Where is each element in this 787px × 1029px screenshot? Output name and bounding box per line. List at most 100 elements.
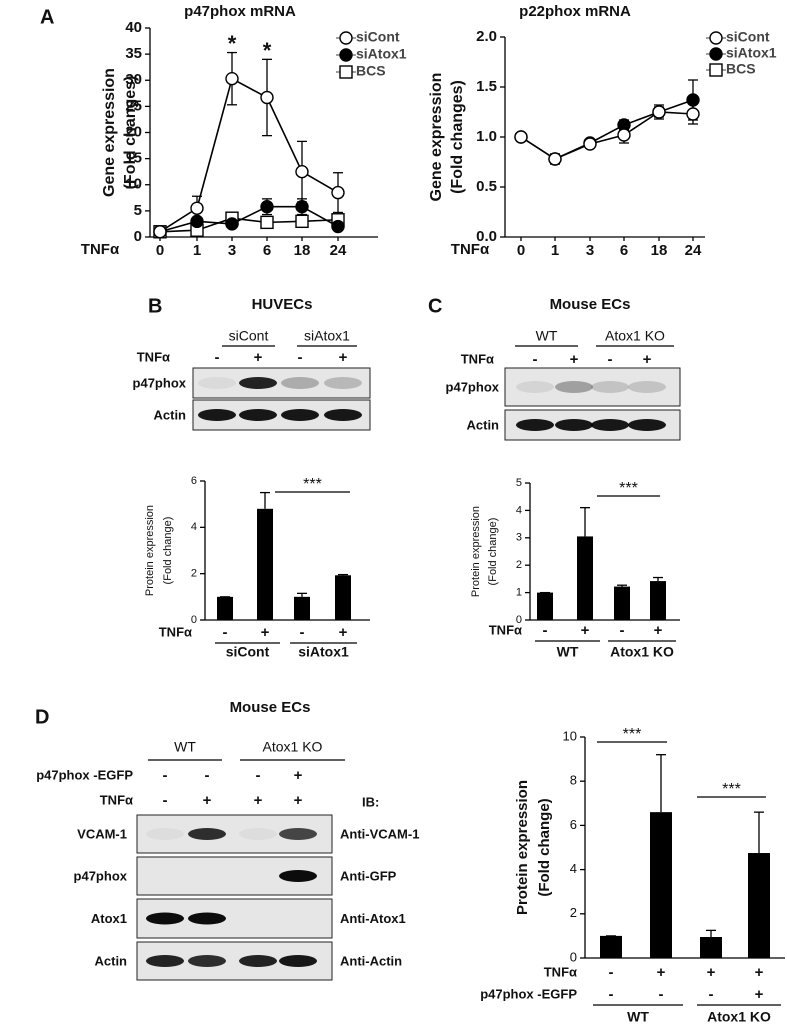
blot-band	[591, 381, 629, 393]
y-tick-label: 2	[191, 568, 197, 580]
blot-band	[591, 419, 629, 431]
x-tick-label: 24	[685, 242, 702, 259]
data-point	[190, 201, 204, 215]
legend-marker	[339, 48, 353, 62]
y-tick-label: 1.5	[476, 78, 497, 95]
significance: *	[263, 38, 272, 63]
y-axis-label: Gene expression	[101, 68, 118, 197]
data-point	[583, 137, 597, 151]
blot-band	[239, 377, 277, 389]
y-tick-label: 20	[125, 123, 142, 140]
group-label: Atox1 KO	[605, 328, 665, 344]
protein-label: Actin	[154, 407, 187, 422]
legend-label: siAtox1	[356, 46, 407, 62]
row-label: p47phox -EGFP	[480, 986, 577, 1001]
blot-band	[146, 955, 184, 967]
y-tick-label: 2	[516, 559, 522, 571]
group-label: Atox1 KO	[707, 1009, 771, 1025]
y-tick-label: 6	[570, 817, 577, 832]
blot-title: Mouse ECs	[550, 296, 631, 313]
row-label: TNFα	[544, 964, 577, 979]
legend-label: siAtox1	[726, 45, 777, 61]
lane-label: +	[254, 792, 263, 809]
x-tick-label: -	[223, 624, 228, 641]
significance: ***	[623, 726, 642, 743]
data-point	[331, 219, 345, 234]
significance: ***	[303, 476, 322, 493]
blot-title: HUVECs	[252, 296, 313, 313]
blot-band	[188, 955, 226, 967]
lane-label: +	[570, 351, 579, 368]
data-point	[652, 105, 666, 119]
y-tick-label: 0.0	[476, 228, 497, 245]
blot-band	[628, 381, 666, 393]
bar	[335, 575, 351, 620]
x-axis-label: TNFα	[451, 241, 490, 258]
lane-label: -	[163, 792, 168, 809]
legend-marker	[709, 31, 723, 45]
blot-band	[188, 912, 226, 925]
y-axis-label: Gene expression	[428, 73, 445, 202]
group-label: siAtox1	[304, 328, 350, 344]
x-tick-label: 6	[263, 242, 271, 259]
lane-label: +	[203, 792, 212, 809]
x-tick-label: +	[339, 624, 348, 641]
y-tick-label: 0	[516, 614, 522, 626]
y-axis-label: (Fold change)	[487, 518, 499, 586]
group-label: WT	[174, 739, 196, 755]
chart-title: p47phox mRNA	[184, 3, 296, 20]
row-label: p47phox -EGFP	[36, 767, 133, 782]
protein-label: Atox1	[91, 911, 127, 926]
blot-band	[324, 409, 362, 421]
x-tick-label: -	[609, 964, 614, 981]
blot-band	[279, 955, 317, 967]
x-tick-label: +	[261, 624, 270, 641]
x-tick-label: 24	[330, 242, 347, 259]
significance: ***	[722, 781, 741, 798]
bar	[650, 812, 672, 958]
blot-band	[516, 381, 554, 393]
y-tick-label: 3	[516, 532, 522, 544]
lane-label: +	[294, 792, 303, 809]
lane-label: +	[643, 351, 652, 368]
data-point	[331, 185, 345, 200]
data-point	[617, 128, 631, 142]
group-label: WT	[557, 644, 579, 660]
protein-label: p47phox	[133, 375, 187, 390]
y-tick-label: 0	[570, 949, 577, 964]
legend-label: BCS	[356, 63, 386, 79]
blot-band	[146, 828, 184, 840]
y-axis-label: (Fold changes)	[449, 80, 466, 194]
bar	[650, 581, 666, 620]
lane-label: -	[533, 351, 538, 368]
y-tick-label: 0	[191, 614, 197, 626]
series-line	[520, 99, 694, 160]
y-axis-label: Protein expression	[144, 505, 156, 596]
blot-band	[555, 419, 593, 431]
lane-label: -	[608, 351, 613, 368]
legend-marker	[339, 65, 353, 79]
y-tick-label: 10	[563, 728, 577, 743]
legend-label: siCont	[356, 29, 400, 45]
y-tick-label: 6	[191, 475, 197, 487]
y-tick-label: 4	[516, 504, 522, 516]
protein-label: VCAM-1	[77, 826, 127, 841]
x-tick-label: -	[620, 622, 625, 639]
x-tick-label: +	[755, 986, 764, 1003]
protein-label: Actin	[95, 953, 128, 968]
blot-title: Mouse ECs	[230, 699, 311, 716]
x-tick-label: 18	[294, 242, 311, 259]
blot-band	[239, 955, 277, 967]
x-tick-label: 6	[620, 242, 628, 259]
y-tick-label: 25	[125, 97, 142, 114]
y-tick-label: 1	[516, 587, 522, 599]
blot-band	[324, 377, 362, 389]
x-axis-label: TNFα	[81, 241, 120, 258]
significance: ***	[619, 480, 638, 497]
x-tick-label: -	[543, 622, 548, 639]
x-tick-label: +	[581, 622, 590, 639]
x-tick-label: -	[709, 986, 714, 1003]
blot-strip	[504, 367, 681, 407]
y-tick-label: 2	[570, 905, 577, 920]
protein-label: p47phox	[446, 379, 500, 394]
